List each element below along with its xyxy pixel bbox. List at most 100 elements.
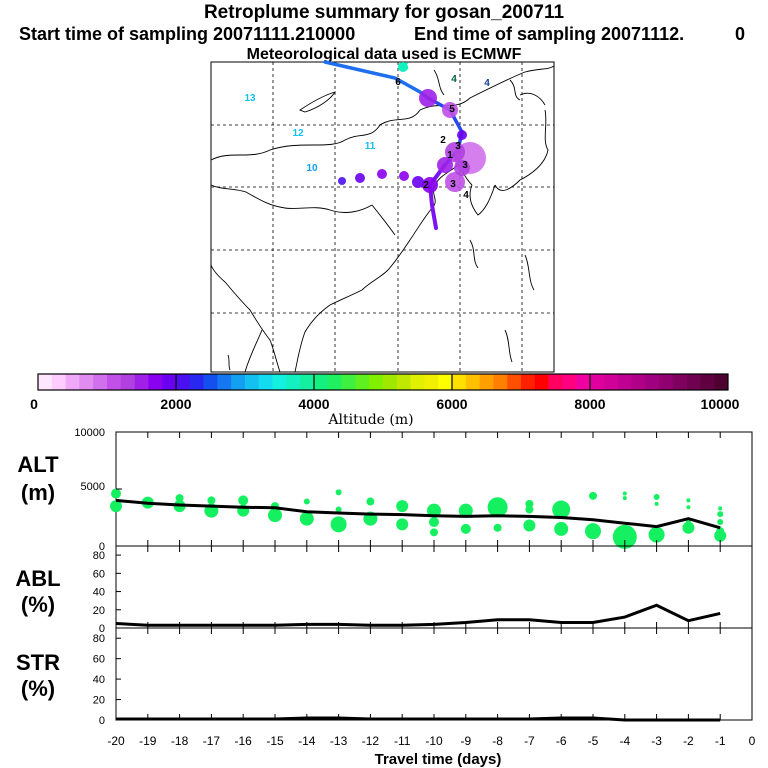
- plume-blob: [445, 142, 465, 162]
- alt-plume-point: [427, 503, 441, 518]
- colorbar-frame: [37, 373, 729, 391]
- plume-blob: [437, 157, 453, 173]
- alt-plume-point: [554, 521, 569, 536]
- day-label: 2: [423, 180, 429, 191]
- colorbar-cell: [659, 374, 674, 390]
- colorbar-cell: [176, 374, 191, 390]
- met-data-note: Meteorological data used is ECMWF: [246, 46, 522, 63]
- plume-blob: [445, 172, 465, 192]
- colorbar-cell: [51, 374, 66, 390]
- xtick-label: 0: [749, 734, 756, 748]
- plume-blob: [422, 177, 438, 193]
- colorbar-cell: [590, 374, 605, 390]
- alt-plume-point: [330, 516, 347, 533]
- alt-plume-point: [110, 500, 122, 513]
- alt-plume-point: [429, 517, 439, 528]
- day-label: 3: [462, 160, 468, 171]
- colorbar-tick-0: 0: [30, 396, 38, 412]
- alt-plume-point: [303, 498, 310, 505]
- colorbar-cell: [300, 374, 315, 390]
- day-label: 4: [484, 78, 490, 89]
- alt-plume-point: [460, 523, 471, 534]
- xtick-label: -14: [298, 734, 316, 748]
- ytick-label: 80: [93, 550, 105, 562]
- plume-blob: [419, 89, 437, 107]
- alt-plume-point: [238, 495, 249, 506]
- alt-plume-point: [396, 518, 409, 531]
- ytick-label: 40: [93, 674, 105, 686]
- alt-plume-point: [717, 511, 724, 518]
- xtick-label: -4: [619, 734, 630, 748]
- xtick-label: -7: [524, 734, 535, 748]
- colorbar: 0 2000 4000 6000 8000 10000 Altitude (m): [30, 373, 740, 428]
- day-label: 15: [397, 62, 409, 73]
- ytick-label: 40: [93, 587, 105, 599]
- colorbar-cell: [369, 374, 384, 390]
- str-yticks: 80 60 40 20 0: [93, 633, 121, 727]
- abl-unit: (%): [21, 592, 55, 617]
- colorbar-cell: [93, 374, 108, 390]
- plume-blob: [399, 171, 409, 181]
- xtick-label: -18: [171, 734, 189, 748]
- colorbar-cell: [258, 374, 273, 390]
- plume-blob: [442, 102, 458, 118]
- colorbar-cell: [134, 374, 149, 390]
- day-label: 10: [306, 163, 318, 174]
- colorbar-cell: [493, 374, 508, 390]
- day-label: 3: [450, 179, 456, 190]
- xtick-label: -11: [394, 734, 411, 748]
- map-gridlines: [211, 62, 554, 372]
- alt-plume-point: [366, 497, 375, 506]
- colorbar-cell: [562, 374, 577, 390]
- plume-blob: [412, 176, 424, 188]
- xtick-label: -12: [362, 734, 380, 748]
- alt-mean-line: [115, 498, 721, 530]
- colorbar-cell: [534, 374, 549, 390]
- day-label: 4: [451, 74, 457, 85]
- colorbar-label: Altitude (m): [327, 412, 413, 428]
- colorbar-cell: [327, 374, 342, 390]
- ytick-label: 0: [99, 623, 105, 635]
- alt-plume-point: [585, 523, 601, 540]
- colorbar-tick-2000: 2000: [160, 396, 191, 412]
- plume-blob: [454, 160, 470, 176]
- alt-plume-point: [268, 508, 282, 523]
- colorbar-cell: [217, 374, 232, 390]
- colorbar-cell: [424, 374, 439, 390]
- colorbar-cell: [38, 374, 53, 390]
- day-label: 2: [440, 135, 446, 146]
- colorbar-cell: [465, 374, 480, 390]
- abl-label: ABL: [15, 566, 60, 591]
- day-label: 6: [395, 77, 401, 88]
- sampling-end: End time of sampling 20071112.: [414, 24, 685, 44]
- x-axis-ticks: -20 -19 -18 -17 -16 -15 -14 -13 -12 -11 -10 -9 -8 -7-…: [107, 432, 756, 748]
- alt-plume-point: [430, 528, 438, 537]
- colorbar-major-ticks: [175, 374, 591, 390]
- colorbar-cell: [479, 374, 494, 390]
- sampling-end-suffix: 0: [735, 24, 746, 44]
- colorbar-cell: [162, 374, 177, 390]
- ytick-label: 60: [93, 568, 105, 580]
- colorbar-cell: [203, 374, 218, 390]
- ytick-label: 80: [93, 633, 105, 645]
- ytick-label: 60: [93, 654, 105, 666]
- colorbar-tick-8000: 8000: [574, 396, 605, 412]
- alt-plume-point: [612, 524, 637, 549]
- colorbar-cell: [341, 374, 356, 390]
- alt-panel: ALT (m) 10000 5000 0: [17, 427, 753, 553]
- colorbar-cell: [410, 374, 425, 390]
- colorbar-cell: [438, 374, 453, 390]
- day-label: 4: [463, 190, 469, 201]
- plume-blob: [355, 173, 365, 183]
- abl-frame: [115, 545, 753, 629]
- xtick-label: -1: [715, 734, 726, 748]
- alt-plume-point: [718, 506, 723, 511]
- colorbar-cell: [714, 374, 729, 390]
- colorbar-cell: [631, 374, 646, 390]
- plume-blobs: [338, 62, 486, 193]
- xtick-label: -3: [651, 734, 662, 748]
- alt-plume-point: [335, 506, 342, 513]
- alt-label: ALT: [17, 452, 59, 477]
- colorbar-cell: [79, 374, 94, 390]
